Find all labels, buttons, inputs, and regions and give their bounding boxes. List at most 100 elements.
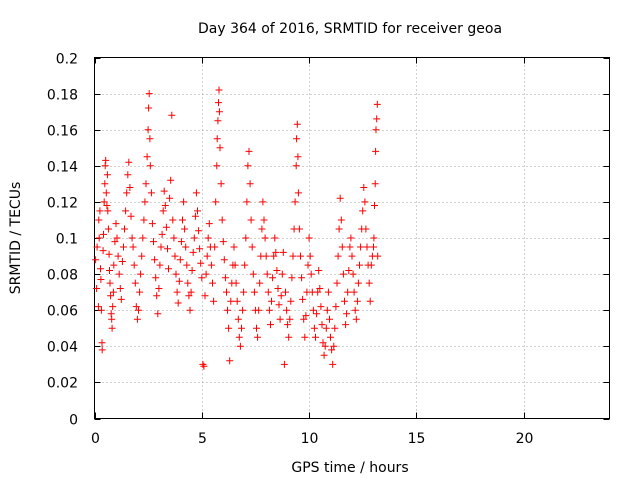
data-point bbox=[361, 198, 369, 206]
plus-marker bbox=[121, 225, 128, 233]
plus-marker bbox=[235, 333, 243, 341]
plus-marker bbox=[96, 207, 104, 215]
data-point bbox=[207, 261, 215, 269]
plus-marker bbox=[112, 220, 120, 228]
plus-marker bbox=[142, 180, 150, 188]
plus-marker bbox=[232, 279, 240, 287]
data-point bbox=[263, 270, 271, 278]
plus-marker bbox=[205, 220, 213, 228]
plus-marker bbox=[106, 279, 114, 287]
data-point bbox=[256, 279, 264, 287]
data-point bbox=[158, 230, 166, 238]
data-point bbox=[244, 162, 252, 170]
data-point bbox=[191, 212, 199, 220]
data-point bbox=[372, 126, 380, 134]
plus-marker bbox=[113, 234, 121, 242]
data-point bbox=[353, 297, 361, 305]
plus-marker bbox=[371, 202, 378, 209]
data-point bbox=[180, 198, 188, 206]
plus-marker bbox=[360, 184, 368, 191]
plus-marker bbox=[172, 270, 180, 278]
data-point bbox=[121, 225, 128, 233]
plus-marker bbox=[268, 297, 275, 305]
plus-marker bbox=[334, 252, 342, 260]
plus-marker bbox=[127, 212, 135, 220]
data-point bbox=[128, 234, 136, 242]
data-point bbox=[102, 189, 110, 197]
plus-marker bbox=[294, 189, 302, 197]
data-point bbox=[371, 202, 378, 209]
plus-marker bbox=[221, 274, 229, 282]
data-point bbox=[230, 243, 238, 251]
plus-marker bbox=[271, 234, 279, 242]
plus-marker bbox=[261, 234, 269, 242]
data-point bbox=[307, 270, 315, 278]
plus-marker bbox=[203, 252, 211, 260]
data-point bbox=[362, 225, 370, 233]
plus-marker bbox=[223, 288, 230, 296]
data-point bbox=[215, 108, 223, 116]
y-tick-label: 0.02 bbox=[47, 376, 78, 392]
grid-lines bbox=[94, 57, 610, 419]
data-point bbox=[167, 176, 175, 184]
data-point bbox=[350, 288, 358, 296]
data-point bbox=[92, 256, 100, 264]
data-point bbox=[288, 274, 296, 282]
plus-marker bbox=[361, 198, 369, 206]
data-point bbox=[270, 252, 278, 260]
data-point bbox=[157, 243, 165, 251]
data-point bbox=[343, 310, 351, 318]
plus-marker bbox=[180, 198, 188, 206]
plus-marker bbox=[338, 243, 346, 251]
plus-marker bbox=[350, 288, 358, 296]
plus-marker bbox=[238, 324, 245, 332]
data-point bbox=[262, 252, 270, 260]
data-point bbox=[130, 261, 138, 269]
plus-marker bbox=[118, 258, 126, 265]
data-point bbox=[181, 225, 189, 233]
plus-marker bbox=[93, 285, 101, 292]
data-point bbox=[186, 306, 194, 314]
data-point bbox=[298, 274, 306, 282]
data-point bbox=[315, 267, 323, 274]
data-point bbox=[285, 333, 293, 341]
tick-labels: 0 0.02 0.04 0.06 0.08 0.1 0.12 0.14 0.16 0.18 0.2 0… bbox=[47, 52, 534, 448]
data-point bbox=[111, 238, 119, 246]
plus-marker bbox=[101, 180, 109, 188]
plus-marker bbox=[137, 270, 145, 278]
data-point bbox=[144, 126, 152, 134]
plus-marker bbox=[363, 243, 371, 251]
plus-marker bbox=[157, 243, 165, 251]
plus-marker bbox=[195, 227, 203, 235]
data-point bbox=[177, 238, 185, 246]
data-point bbox=[227, 297, 235, 305]
plus-marker bbox=[120, 243, 127, 251]
plus-marker bbox=[181, 225, 189, 233]
data-point bbox=[131, 279, 139, 287]
data-point bbox=[112, 220, 120, 228]
plus-marker bbox=[236, 342, 244, 350]
data-point bbox=[168, 111, 176, 119]
x-axis-label: GPS time / hours bbox=[291, 460, 408, 476]
data-point bbox=[214, 117, 222, 125]
data-point bbox=[201, 292, 209, 300]
data-point bbox=[211, 243, 219, 251]
data-point bbox=[313, 310, 321, 318]
plus-marker bbox=[373, 115, 381, 123]
plus-marker bbox=[144, 126, 152, 134]
plus-marker bbox=[104, 207, 112, 215]
data-point bbox=[182, 243, 190, 251]
data-point bbox=[142, 180, 150, 188]
data-point bbox=[234, 315, 242, 323]
plus-marker bbox=[146, 135, 154, 143]
plus-marker bbox=[161, 202, 169, 209]
plus-marker bbox=[321, 342, 329, 350]
data-point bbox=[374, 252, 382, 260]
plus-marker bbox=[207, 261, 215, 269]
data-point bbox=[304, 261, 312, 269]
plus-marker bbox=[145, 90, 153, 98]
plus-marker bbox=[357, 243, 365, 251]
data-point bbox=[170, 234, 178, 242]
plus-marker bbox=[351, 306, 359, 314]
data-point bbox=[264, 288, 272, 296]
